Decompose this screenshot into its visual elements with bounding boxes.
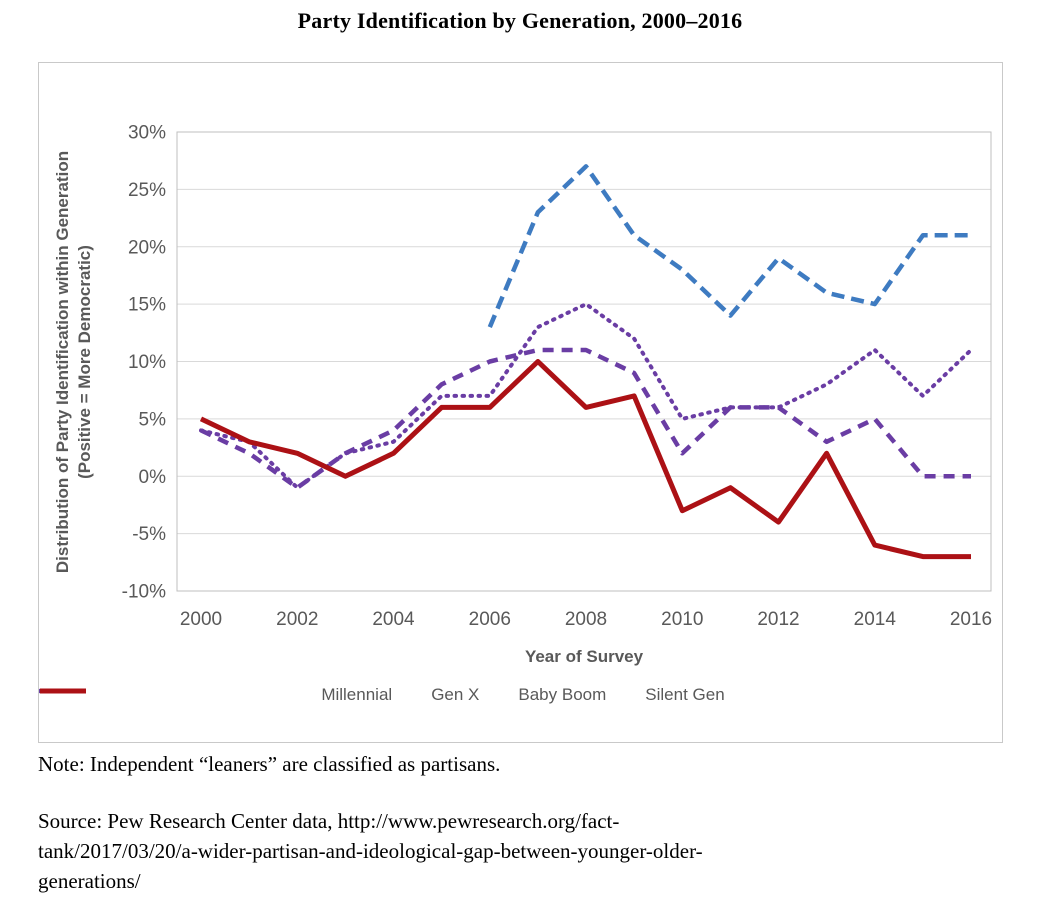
x-tick-label: 2004 [372, 609, 415, 630]
y-tick-label: 25% [128, 180, 166, 201]
series-line-gen-x [199, 302, 973, 490]
legend-swatch [40, 688, 86, 694]
x-tick-label: 2012 [757, 609, 799, 630]
y-tick-label: -10% [122, 582, 166, 603]
x-axis-title: Year of Survey [524, 647, 644, 666]
legend-label: Silent Gen [645, 685, 725, 704]
y-tick-label: -5% [132, 524, 166, 545]
y-tick-label: 0% [139, 467, 167, 488]
y-axis-title-line1: Distribution of Party Identification wit… [53, 150, 72, 574]
x-tick-label: 2006 [469, 609, 511, 630]
source-line-2: tank/2017/03/20/a-wider-partisan-and-ide… [38, 839, 703, 863]
chart-title: Party Identification by Generation, 2000… [297, 8, 743, 33]
legend-item-gen-x: Gen X [39, 685, 480, 705]
legend: Millennial Gen X Baby Boom Silent Gen [39, 685, 1002, 705]
y-tick-label: 15% [128, 295, 166, 316]
chart-svg: 30% 25% 20% 15% 10% 5% 0% -5% -10% 2000 2002 2004 20… [122, 123, 993, 631]
source-line-3: generations/ [38, 869, 141, 893]
y-axis-title: Distribution of Party Identification wit… [52, 82, 98, 642]
y-axis-title-line2: (Positive = More Democratic) [75, 245, 94, 479]
y-tick-label: 20% [128, 237, 166, 258]
series-line-baby-boom [200, 347, 971, 490]
legend-item-baby-boom: Baby Boom [40, 685, 607, 705]
series-line-millennial [487, 164, 971, 328]
legend-label: Baby Boom [518, 685, 607, 704]
source-text: Source: Pew Research Center data, http:/… [38, 806, 998, 896]
legend-item-silent-gen: Silent Gen [40, 685, 725, 705]
legend-label: Millennial [321, 685, 393, 704]
x-tick-label: 2014 [854, 609, 897, 630]
source-line-1: Source: Pew Research Center data, http:/… [38, 809, 620, 833]
x-tick-label: 2000 [180, 609, 222, 630]
y-tick-label: 30% [128, 123, 166, 144]
series-line-silent-gen [199, 359, 971, 560]
x-tick-label: 2010 [661, 609, 703, 630]
plot-frame [176, 131, 992, 592]
legend-item-millennial: Millennial [40, 685, 393, 705]
y-tick-label: 10% [128, 352, 166, 373]
note-text: Note: Independent “leaners” are classifi… [38, 752, 501, 776]
y-tick-label: 5% [139, 409, 167, 430]
legend-label: Gen X [431, 685, 480, 704]
x-tick-label: 2002 [276, 609, 318, 630]
x-tick-label: 2008 [565, 609, 607, 630]
x-tick-label: 2016 [950, 609, 992, 630]
chart-container: 30% 25% 20% 15% 10% 5% 0% -5% -10% 2000 2002 2004 20… [38, 62, 1003, 743]
